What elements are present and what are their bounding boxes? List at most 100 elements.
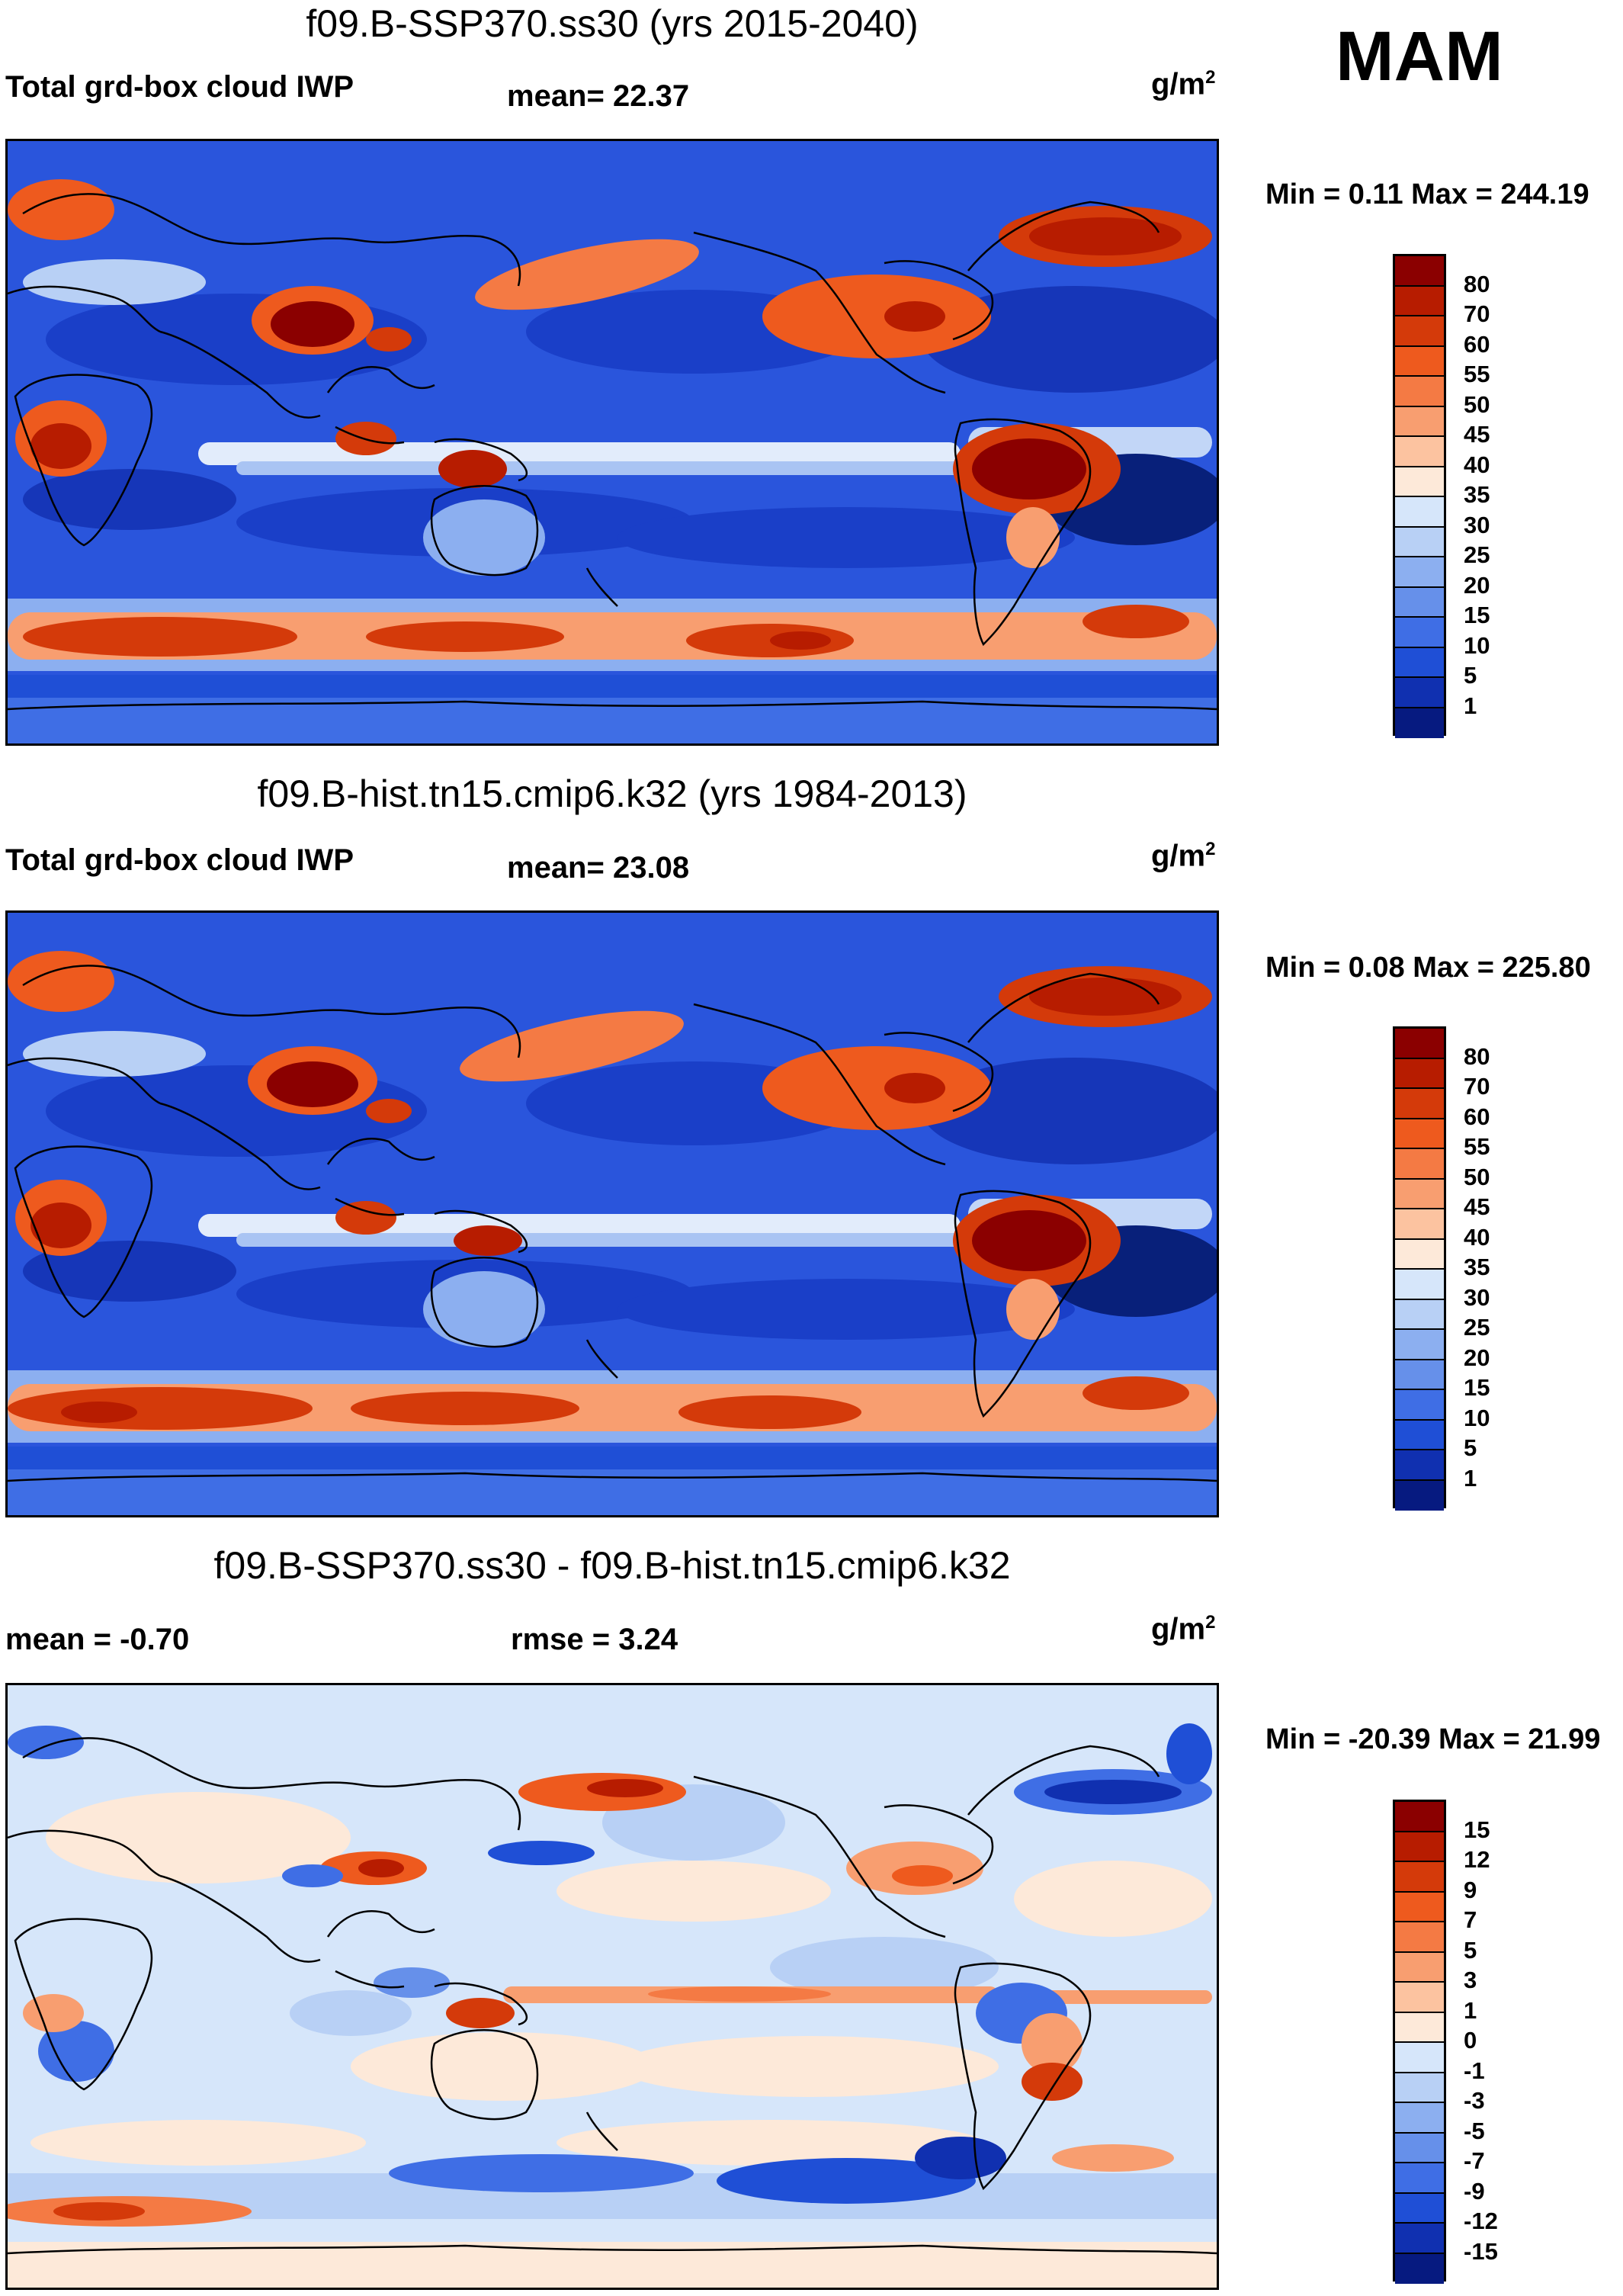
colorbar-tick: 35 — [1464, 1254, 1490, 1280]
colorbar-swatch — [1395, 1862, 1444, 1893]
panel3-map — [5, 1683, 1219, 2290]
colorbar-swatch — [1395, 1390, 1444, 1421]
panel1-left-label: Total grd-box cloud IWP — [5, 70, 354, 104]
colorbar-tick: -9 — [1464, 2178, 1485, 2204]
panel1-minmax: Min = 0.11 Max = 244.19 — [1265, 178, 1589, 210]
colorbar-tick: 10 — [1464, 632, 1490, 659]
colorbar-swatch — [1395, 1480, 1444, 1511]
colorbar-tick: -15 — [1464, 2238, 1498, 2265]
panel1-map — [5, 139, 1219, 746]
colorbar-swatch — [1395, 678, 1444, 708]
colorbar-tick: -12 — [1464, 2208, 1498, 2234]
panel2-mean-label: mean= 23.08 — [507, 851, 690, 885]
colorbar-tick: 7 — [1464, 1906, 1477, 1933]
colorbar-tick: 80 — [1464, 1043, 1490, 1070]
panel3-rmse-label: rmse = 3.24 — [511, 1623, 678, 1656]
colorbar-swatch — [1395, 1299, 1444, 1330]
colorbar-tick: 20 — [1464, 572, 1490, 599]
colorbar-tick: -5 — [1464, 2118, 1485, 2144]
colorbar-swatch — [1395, 2073, 1444, 2103]
colorbar-swatch — [1395, 346, 1444, 377]
colorbar-swatch — [1395, 618, 1444, 648]
colorbar-swatch — [1395, 1952, 1444, 1983]
colorbar-swatch — [1395, 1832, 1444, 1862]
colorbar-tick: 12 — [1464, 1846, 1490, 1873]
colorbar-tick: -3 — [1464, 2087, 1485, 2114]
panel3-minmax: Min = -20.39 Max = 21.99 — [1265, 1723, 1601, 1755]
colorbar-tick: 30 — [1464, 512, 1490, 538]
colorbar-tick: 15 — [1464, 602, 1490, 628]
colorbar-swatch — [1395, 557, 1444, 588]
colorbar-swatch — [1395, 286, 1444, 316]
colorbar-tick: 55 — [1464, 361, 1490, 387]
colorbar-tick: 50 — [1464, 391, 1490, 418]
panel2-colorbar — [1393, 1026, 1446, 1511]
colorbar-tick: 5 — [1464, 1434, 1477, 1461]
colorbar-tick: 10 — [1464, 1405, 1490, 1431]
colorbar-tick: 70 — [1464, 300, 1490, 327]
colorbar-swatch — [1395, 1330, 1444, 1360]
colorbar-swatch — [1395, 2103, 1444, 2134]
colorbar-swatch — [1395, 2043, 1444, 2073]
colorbar-swatch — [1395, 1983, 1444, 2013]
colorbar-swatch — [1395, 1119, 1444, 1149]
colorbar-swatch — [1395, 1420, 1444, 1450]
panel1-units: g/m2 — [1151, 67, 1216, 101]
colorbar-tick: 50 — [1464, 1164, 1490, 1190]
colorbar-swatch — [1395, 2224, 1444, 2254]
colorbar-swatch — [1395, 1089, 1444, 1119]
panel2-left-label: Total grd-box cloud IWP — [5, 843, 354, 877]
colorbar-swatch — [1395, 1802, 1444, 1832]
colorbar-swatch — [1395, 1892, 1444, 1922]
colorbar-swatch — [1395, 1450, 1444, 1481]
panel1-title: f09.B-SSP370.ss30 (yrs 2015-2040) — [306, 2, 919, 45]
panel1-colorbar — [1393, 254, 1446, 738]
colorbar-swatch — [1395, 708, 1444, 738]
colorbar-swatch — [1395, 1239, 1444, 1270]
colorbar-tick: 1 — [1464, 1997, 1477, 2024]
colorbar-swatch — [1395, 1270, 1444, 1300]
colorbar-tick: 30 — [1464, 1284, 1490, 1311]
colorbar-swatch — [1395, 2253, 1444, 2284]
colorbar-swatch — [1395, 316, 1444, 347]
colorbar-tick: 40 — [1464, 451, 1490, 478]
panel3-units: g/m2 — [1151, 1612, 1216, 1646]
colorbar-swatch — [1395, 1209, 1444, 1240]
colorbar-tick: 1 — [1464, 692, 1477, 719]
colorbar-swatch — [1395, 497, 1444, 528]
colorbar-tick: 60 — [1464, 1103, 1490, 1130]
colorbar-swatch — [1395, 377, 1444, 407]
colorbar-swatch — [1395, 437, 1444, 467]
colorbar-swatch — [1395, 527, 1444, 557]
colorbar-tick: 55 — [1464, 1133, 1490, 1160]
panel1-mean-label: mean= 22.37 — [507, 79, 690, 113]
colorbar-swatch — [1395, 256, 1444, 287]
colorbar-swatch — [1395, 1029, 1444, 1059]
colorbar-tick: 5 — [1464, 662, 1477, 689]
colorbar-swatch — [1395, 406, 1444, 437]
season-label: MAM — [1336, 18, 1503, 95]
colorbar-tick: 20 — [1464, 1344, 1490, 1371]
colorbar-tick: 15 — [1464, 1374, 1490, 1401]
colorbar-swatch — [1395, 2193, 1444, 2224]
colorbar-tick: 0 — [1464, 2027, 1477, 2054]
colorbar-tick: 45 — [1464, 421, 1490, 448]
colorbar-swatch — [1395, 1179, 1444, 1209]
colorbar-swatch — [1395, 1149, 1444, 1180]
panel3-title: f09.B-SSP370.ss30 - f09.B-hist.tn15.cmip… — [213, 1544, 1011, 1587]
colorbar-tick: 25 — [1464, 541, 1490, 568]
colorbar-swatch — [1395, 2163, 1444, 2194]
colorbar-tick: 70 — [1464, 1073, 1490, 1100]
colorbar-swatch — [1395, 587, 1444, 618]
colorbar-swatch — [1395, 1360, 1444, 1390]
colorbar-tick: -7 — [1464, 2147, 1485, 2174]
panel2-minmax: Min = 0.08 Max = 225.80 — [1265, 952, 1591, 984]
colorbar-tick: 80 — [1464, 271, 1490, 297]
panel3-mean-label: mean = -0.70 — [5, 1623, 190, 1656]
panel2-units: g/m2 — [1151, 839, 1216, 873]
colorbar-tick: 35 — [1464, 481, 1490, 508]
panel2-title: f09.B-hist.tn15.cmip6.k32 (yrs 1984-2013… — [257, 772, 967, 815]
colorbar-swatch — [1395, 1058, 1444, 1089]
colorbar-tick: 25 — [1464, 1314, 1490, 1341]
colorbar-tick: 15 — [1464, 1816, 1490, 1843]
